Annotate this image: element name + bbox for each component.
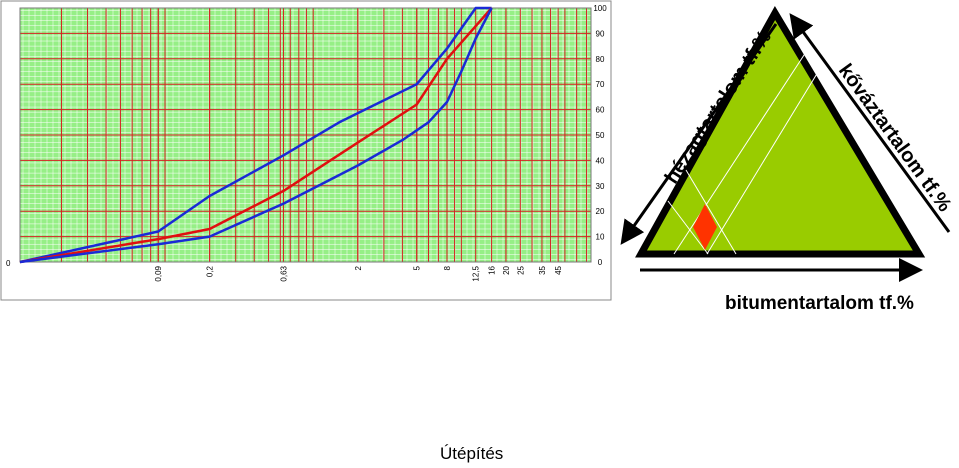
mix-design-marker bbox=[693, 204, 717, 250]
y-tick-label: 100 bbox=[593, 4, 607, 13]
y-tick-label: 90 bbox=[596, 29, 605, 38]
ternary-grid-line bbox=[673, 51, 807, 255]
x-tick-label: 0,2 bbox=[206, 265, 215, 277]
series-layer bbox=[19, 6, 493, 264]
x-tick-label: 20 bbox=[502, 265, 511, 274]
x-tick-label: 5 bbox=[413, 265, 422, 270]
right-axis-arrow bbox=[789, 13, 951, 233]
y-tick-label: 40 bbox=[596, 156, 605, 165]
y-tick-labels: 0 10 20 30 40 50 60 70 80 90 100 bbox=[593, 4, 607, 267]
y-tick-label: 30 bbox=[596, 182, 605, 191]
x-tick-label: 0,63 bbox=[279, 265, 288, 281]
y-tick-label: 50 bbox=[596, 131, 605, 140]
y-tick-label: 80 bbox=[596, 55, 605, 64]
x-tick-label: 0,09 bbox=[154, 265, 163, 281]
ternary-grid bbox=[667, 51, 819, 255]
series-line-upper-limit bbox=[19, 6, 492, 264]
x-origin-label: 0 bbox=[6, 259, 11, 268]
ternary-grid-line bbox=[706, 71, 819, 255]
x-tick-label: 12,5 bbox=[472, 265, 481, 281]
x-tick-label: 45 bbox=[554, 265, 563, 274]
y-tick-label: 20 bbox=[596, 207, 605, 216]
left-axis-arrow bbox=[620, 23, 778, 245]
series-line-grading bbox=[19, 7, 493, 264]
y-tick-label: 10 bbox=[596, 233, 605, 242]
bottom-axis-label: bitumentartalom tf.% bbox=[725, 293, 914, 314]
x-tick-labels: 0,09 0,2 0,63 2 5 8 12,5 16 20 25 35 45 bbox=[154, 265, 563, 281]
series-line-lower-limit bbox=[19, 7, 493, 264]
page-caption: Útépítés bbox=[440, 444, 504, 463]
plot-border bbox=[19, 7, 592, 263]
y-tick-label: 70 bbox=[596, 80, 605, 89]
x-tick-label: 2 bbox=[354, 265, 363, 270]
x-tick-label: 35 bbox=[538, 265, 547, 274]
ternary-grid-line bbox=[685, 169, 737, 255]
x-tick-label: 8 bbox=[443, 265, 452, 270]
ternary-grid-line bbox=[667, 200, 709, 255]
y-tick-label: 0 bbox=[598, 258, 603, 267]
y-tick-label: 60 bbox=[596, 106, 605, 115]
x-tick-label: 16 bbox=[488, 265, 497, 274]
x-tick-label: 25 bbox=[516, 265, 525, 274]
ternary-diagram: hézagtartalom tf.% kőváztartalom tf.% bi… bbox=[620, 5, 956, 314]
